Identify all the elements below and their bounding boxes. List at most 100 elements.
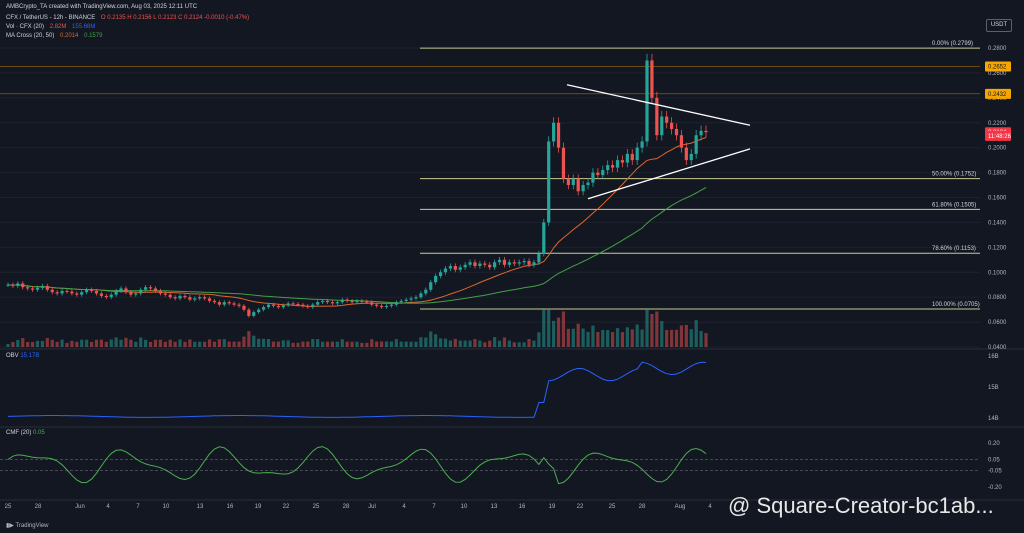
currency-badge[interactable]: USDT	[986, 19, 1012, 32]
volume-bar	[296, 342, 300, 347]
volume-bar	[527, 339, 531, 347]
volume-bar	[16, 339, 20, 347]
candle-body	[11, 284, 15, 286]
candle-body	[443, 268, 448, 273]
fib-label: 50.00% (0.1752)	[932, 172, 976, 178]
candle-body	[488, 264, 492, 268]
candle-body	[50, 289, 54, 293]
candle-body	[517, 262, 521, 264]
candle-body	[291, 303, 295, 305]
time-tick-label: 28	[35, 504, 42, 510]
candle-body	[542, 222, 546, 254]
volume-bar	[542, 309, 546, 347]
volume-bar	[94, 339, 99, 347]
volume-bar	[345, 341, 349, 347]
candle-body	[168, 294, 172, 298]
candle-body	[21, 283, 25, 288]
volume-bar	[335, 341, 339, 347]
volume-bar	[252, 335, 256, 347]
candle-body	[355, 300, 359, 303]
ma-title[interactable]: MA Cross (20, 50)	[6, 33, 55, 39]
volume-bar	[571, 328, 575, 347]
obv-title[interactable]: OBV	[6, 353, 19, 359]
volume-bar	[173, 341, 177, 347]
obv-tick-label: 14B	[988, 416, 999, 422]
obv-pane: 16B 15B 14B	[0, 348, 1024, 422]
volume-bar	[596, 332, 600, 347]
volume-bar	[50, 339, 54, 347]
cmf-pane: 0.20 0.05 -0.05 -0.20	[0, 426, 1024, 491]
footer-label: TradingView	[15, 523, 49, 529]
candle-body	[281, 305, 285, 308]
volume-bar	[207, 339, 212, 347]
obv-value: 15.17B	[20, 353, 40, 359]
fib-label: 78.60% (0.1153)	[932, 246, 976, 252]
volume-bar	[669, 329, 674, 347]
candle-body	[414, 297, 418, 299]
time-axis: 25 28 Jun 4 7 10 13 16 19 22 25 28 Jul 4 7 10 13 16 19 22 25…	[0, 499, 1024, 510]
candle-body	[620, 160, 625, 163]
time-tick-label: 16	[519, 504, 526, 510]
price-tick-label: 0.2200	[988, 121, 1007, 127]
volume-bar	[163, 341, 167, 347]
volume-bar	[276, 341, 280, 347]
volume-bar	[532, 340, 536, 347]
volume-bar	[424, 337, 428, 347]
candle-body	[591, 172, 595, 183]
candle-body	[247, 309, 251, 316]
candle-body	[679, 135, 684, 148]
candle-body	[586, 182, 590, 186]
volume-bar	[640, 329, 644, 347]
price-tick-label: 0.1800	[988, 171, 1007, 177]
candle-body	[665, 116, 669, 123]
volume-bar	[379, 341, 384, 347]
volume-bar	[453, 338, 457, 347]
volume-bar	[40, 340, 45, 347]
time-tick-label: 13	[197, 504, 204, 510]
candle-body	[85, 289, 89, 293]
candle-body	[104, 295, 108, 298]
volume-bar	[134, 341, 138, 347]
volume-bar	[153, 339, 158, 347]
volume-bar	[434, 334, 438, 347]
candle-body	[114, 290, 118, 295]
volume-bar	[478, 340, 482, 347]
candle-body	[232, 303, 236, 305]
cmf-title[interactable]: CMF (20)	[6, 430, 32, 436]
volume-bar	[271, 341, 276, 347]
volume-bar	[704, 333, 708, 347]
candle-body	[537, 253, 541, 263]
time-tick-label: 7	[432, 504, 436, 510]
volume-value: 2.82M	[49, 24, 67, 30]
candle-body	[89, 289, 94, 291]
candle-body	[448, 266, 452, 269]
candle-body	[365, 301, 369, 303]
candle-body	[615, 160, 620, 168]
candle-body	[694, 135, 698, 154]
candle-body	[158, 290, 162, 294]
tradingview-logo: ▮▶ TradingView	[6, 522, 49, 529]
time-tick-label: 25	[5, 504, 12, 510]
volume-bar	[203, 341, 207, 347]
fib-label: 61.80% (0.1505)	[932, 202, 976, 208]
candle-body	[625, 153, 629, 163]
candle-body	[704, 130, 708, 133]
volume-bar	[158, 339, 162, 347]
volume-bar	[414, 341, 418, 347]
candle-body	[16, 283, 20, 286]
time-tick-label: 7	[136, 504, 140, 510]
candle-body	[689, 153, 693, 161]
candle-body	[463, 264, 467, 268]
volume-bar	[281, 340, 285, 347]
volume-title[interactable]: Vol · CFX (20)	[6, 24, 45, 30]
symbol-title[interactable]: CFX / TetherUS - 12h - BINANCE	[6, 15, 96, 21]
volume-bar	[325, 341, 330, 347]
volume-bar	[556, 317, 561, 347]
candle-body	[434, 275, 438, 283]
candle-body	[60, 290, 64, 294]
candle-body	[266, 304, 271, 308]
candle-body	[252, 312, 256, 316]
candle-body	[556, 122, 561, 148]
candle-body	[193, 298, 197, 300]
